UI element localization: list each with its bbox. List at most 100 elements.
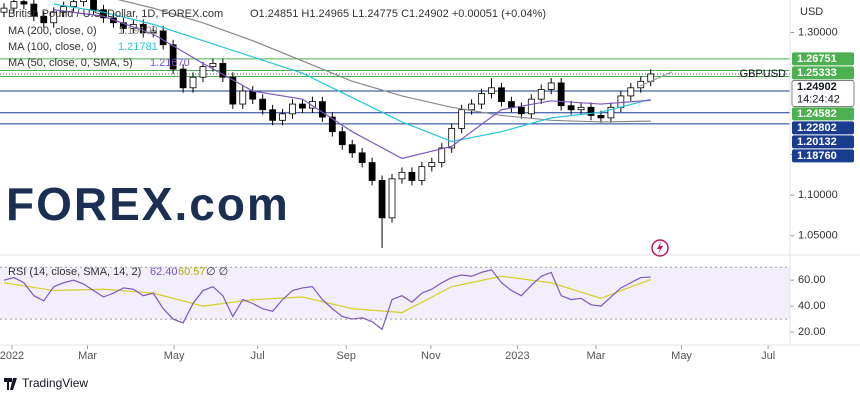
candle-body (40, 15, 48, 24)
candle-body (348, 144, 356, 154)
candle-body (627, 87, 635, 97)
candle-body (458, 109, 466, 129)
candle-body (179, 68, 187, 89)
legend-value: 1.21670 (150, 57, 190, 69)
price-badge-label: 1.18760 (797, 150, 837, 162)
ma-line (53, 3, 651, 143)
rsi-label: RSI (14, close, SMA, 14, 2) (8, 266, 141, 278)
symbol-label: GBPUSD (740, 68, 787, 80)
legend-value: 1.19102 (118, 25, 158, 37)
footer: TradingView (4, 376, 88, 390)
candle-body (10, 1, 18, 9)
legend-value: 1.21781 (118, 41, 158, 53)
candle-body (169, 44, 177, 70)
candle-body (577, 106, 585, 111)
candle-body (50, 11, 58, 24)
candle-body (597, 115, 605, 119)
axes: 1.300001.150001.100001.050002022MarMayJu… (0, 26, 855, 362)
candle-body (508, 101, 515, 108)
price-badge-label: 1.26751 (797, 53, 837, 65)
rsi-pane (0, 266, 790, 331)
candle-body (478, 93, 485, 105)
candle-body (617, 95, 625, 108)
candle-body (70, 1, 78, 7)
x-tick-label: Jul (761, 350, 775, 362)
alert-icon (651, 239, 669, 257)
y-tick-label: 1.05000 (798, 230, 838, 242)
candle-body (259, 98, 267, 111)
rsi-y-tick-label: 60.00 (798, 274, 826, 286)
y-tick-label: 1.30000 (798, 26, 838, 38)
candle-body (408, 171, 416, 181)
candle-body (20, 1, 28, 5)
candle-body (159, 30, 167, 46)
price-badge (792, 135, 854, 149)
candle-body (537, 89, 545, 100)
candle-body (149, 30, 157, 33)
candle-body (299, 103, 306, 109)
candle-body (328, 116, 336, 133)
axis-label: USD (800, 6, 823, 18)
rsi-line (3, 269, 651, 331)
rsi-band (0, 267, 790, 320)
candle-body (488, 87, 495, 94)
candle-body (448, 128, 456, 149)
price-badge-label: 1.24582 (797, 108, 837, 120)
candle-body (289, 103, 296, 115)
candle-body (388, 178, 396, 219)
countdown: 14:24:42 (797, 93, 840, 105)
x-tick-label: Jul (251, 350, 265, 362)
legend-label: MA (100, close, 0) (8, 41, 97, 53)
x-tick-label: May (671, 350, 692, 362)
candle-body (398, 171, 406, 180)
candle-body (279, 113, 286, 121)
candle-body (209, 63, 217, 68)
candle-body (318, 101, 326, 118)
candle-body (269, 109, 277, 121)
candle-body (468, 103, 476, 111)
candle-body (557, 82, 565, 107)
rsi-y-tick-label: 20.00 (798, 326, 826, 338)
rsi-ma-line (3, 275, 651, 314)
candle-body (418, 166, 426, 181)
x-tick-label: Sep (336, 350, 356, 362)
candle-body (90, 0, 97, 11)
candle-body (527, 98, 535, 115)
candle-body (0, 7, 8, 13)
ma-line (117, 0, 651, 123)
candle-body (607, 106, 615, 119)
ohlc: O1.24851 H1.24965 L1.24775 C1.24902 +0.0… (250, 8, 546, 20)
ma-line (53, 9, 651, 160)
candle-body (517, 106, 525, 115)
candle-body (30, 3, 38, 17)
candle-body (219, 63, 227, 78)
candle-body (239, 90, 247, 105)
candle-body (100, 9, 107, 19)
candle-body (587, 106, 595, 116)
candle-body (229, 76, 237, 105)
candle-body (498, 87, 505, 103)
x-tick-label: May (164, 350, 185, 362)
candle-body (189, 76, 197, 89)
candle-body (249, 90, 257, 100)
rsi-ma-value: 60.57 (178, 266, 206, 278)
price-badge (792, 52, 854, 66)
x-tick-label: Mar (587, 350, 606, 362)
price-badge (792, 66, 854, 80)
rsi-value: 62.40 (150, 266, 178, 278)
rsi-extra: ∅ ∅ (206, 266, 228, 278)
trend-line (639, 71, 673, 87)
rsi-y-tick-label: 40.00 (798, 300, 826, 312)
candle-body (119, 22, 127, 29)
chart-title: British Pound / U.S. Dollar, 1D, FOREX.c… (8, 8, 223, 20)
candle-body (567, 105, 575, 111)
price-badge-label: 1.22802 (797, 122, 837, 134)
y-tick-label: 1.10000 (798, 189, 838, 201)
price-badge (792, 149, 854, 163)
candle-body (428, 162, 436, 168)
logo: FOREX.com (6, 178, 290, 230)
price-badge (792, 121, 854, 135)
candle-body (438, 147, 446, 163)
x-tick-label: 2023 (505, 350, 529, 362)
